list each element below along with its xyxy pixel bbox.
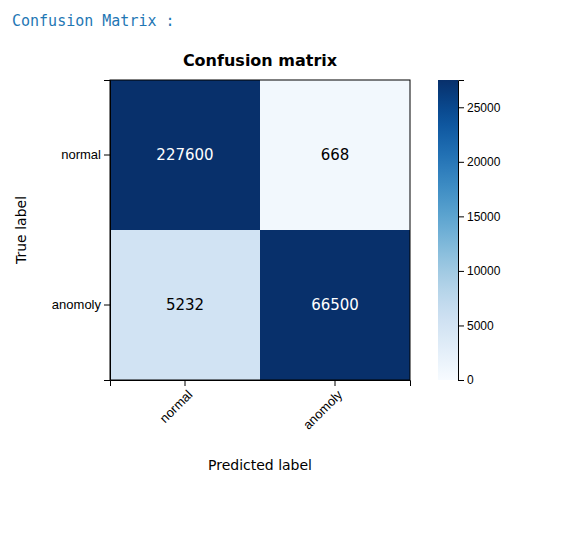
colorbar-axis: 0 5000 10000 15000 20000 25000 [458, 81, 501, 388]
tick: 15000 [458, 210, 501, 224]
tick-mark [458, 271, 464, 272]
tick-mark [458, 380, 464, 381]
cell-label: 668 [321, 146, 350, 164]
tick-label: anomoly [300, 387, 346, 433]
cell [260, 230, 410, 380]
tick: 5000 [458, 319, 494, 333]
tick-label: 20000 [467, 155, 501, 169]
tick: anomoly [300, 380, 346, 432]
colorbar [438, 80, 458, 380]
cell-labels: 227600 668 5232 66500 [156, 146, 358, 314]
cell [110, 80, 260, 230]
axis-line [459, 81, 465, 381]
chart: Confusion Matrix : Confusion matrix 227600… [0, 0, 580, 560]
tick-label: 10000 [467, 264, 501, 278]
cell [260, 80, 410, 230]
tick: 25000 [458, 101, 501, 115]
y-axis: normal anomoly [52, 81, 111, 381]
tick-mark [104, 305, 110, 306]
tick-label: 25000 [467, 101, 501, 115]
plot-frame [110, 80, 410, 380]
cell-label: 66500 [311, 296, 359, 314]
tick-label: normal [157, 387, 196, 426]
tick: normal [157, 380, 196, 426]
tick-mark [458, 216, 464, 217]
cells [110, 80, 410, 380]
tick-mark [458, 325, 464, 326]
tick-label: anomoly [52, 297, 102, 312]
tick-mark [185, 380, 186, 386]
tick-mark [458, 107, 464, 108]
tick-mark [335, 380, 336, 386]
tick: normal [61, 147, 110, 162]
tick: anomoly [52, 297, 110, 312]
title: Confusion matrix [183, 51, 338, 70]
subtitle: Confusion Matrix : [12, 12, 175, 30]
tick-label: 5000 [467, 319, 494, 333]
tick-mark [104, 155, 110, 156]
axis-line [111, 381, 411, 387]
tick-label: 15000 [467, 210, 501, 224]
tick: 0 [458, 373, 474, 387]
tick: 20000 [458, 155, 501, 169]
cell [110, 230, 260, 380]
cell-label: 227600 [156, 146, 213, 164]
cell-label: 5232 [166, 296, 204, 314]
tick-label: 0 [467, 373, 474, 387]
tick-label: normal [61, 147, 101, 162]
tick: 10000 [458, 264, 501, 278]
tick-mark [458, 162, 464, 163]
y-label: True label [13, 196, 29, 265]
x-label: Predicted label [208, 457, 312, 473]
x-axis: normal anomoly [111, 380, 411, 432]
